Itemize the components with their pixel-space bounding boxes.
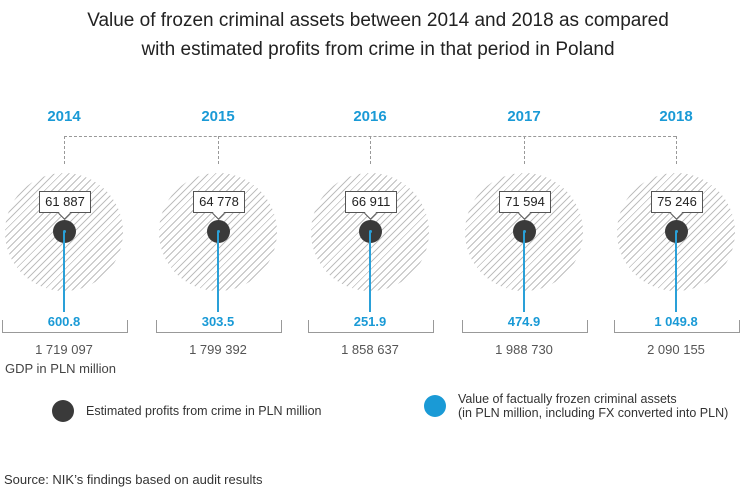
frozen-assets-dot xyxy=(522,230,526,233)
frozen-assets-line xyxy=(217,232,219,312)
year-label: 2017 xyxy=(507,108,541,125)
frozen-value: 303.5 xyxy=(201,314,235,329)
frozen-value: 1 049.8 xyxy=(654,314,698,329)
frozen-assets-dot xyxy=(674,230,678,233)
frozen-assets-dot xyxy=(216,230,220,233)
frozen-assets-line xyxy=(523,232,525,312)
timeline-tick xyxy=(524,136,525,164)
legend-profits-label: Estimated profits from crime in PLN mill… xyxy=(86,404,322,418)
frozen-assets-line xyxy=(369,232,371,312)
gdp-value: 1 858 637 xyxy=(341,342,399,357)
gdp-bracket xyxy=(156,320,282,333)
year-label: 2015 xyxy=(201,108,235,125)
profits-callout: 61 887 xyxy=(39,191,91,213)
dark-dot-icon xyxy=(52,400,74,422)
year-label: 2018 xyxy=(659,108,693,125)
gdp-bracket xyxy=(462,320,588,333)
source-note: Source: NIK’s findings based on audit re… xyxy=(4,472,263,487)
year-label: 2014 xyxy=(47,108,81,125)
profits-callout: 71 594 xyxy=(499,191,551,213)
timeline-tick xyxy=(64,136,65,164)
gdp-label: GDP in PLN million xyxy=(5,361,117,376)
frozen-assets-line xyxy=(675,232,677,312)
blue-dot-icon xyxy=(424,395,446,417)
gdp-value: 1 799 392 xyxy=(189,342,247,357)
gdp-bracket xyxy=(2,320,128,333)
legend-frozen-line-2: (in PLN million, including FX converted … xyxy=(458,406,729,420)
profits-callout: 66 911 xyxy=(345,191,397,213)
frozen-value: 474.9 xyxy=(507,314,541,329)
gdp-bracket xyxy=(308,320,434,333)
legend-frozen-line-1: Value of factually frozen criminal asset… xyxy=(458,392,677,406)
legend-profits: Estimated profits from crime in PLN mill… xyxy=(52,400,321,422)
title-line-1: Value of frozen criminal assets between … xyxy=(87,10,669,31)
gdp-value: 1 719 097 xyxy=(35,342,93,357)
frozen-value: 600.8 xyxy=(47,314,81,329)
frozen-assets-dot xyxy=(62,230,66,233)
gdp-bracket xyxy=(614,320,740,333)
frozen-assets-line xyxy=(63,232,65,312)
timeline-tick xyxy=(218,136,219,164)
gdp-value: 1 988 730 xyxy=(495,342,553,357)
chart-title: Value of frozen criminal assets between … xyxy=(0,6,756,64)
frozen-value: 251.9 xyxy=(353,314,387,329)
timeline-tick xyxy=(370,136,371,164)
gdp-value: 2 090 155 xyxy=(647,342,705,357)
frozen-assets-dot xyxy=(368,230,372,233)
year-label: 2016 xyxy=(353,108,387,125)
timeline-tick xyxy=(676,136,677,164)
legend-frozen: Value of factually frozen criminal asset… xyxy=(424,392,728,420)
title-line-2: with estimated profits from crime in tha… xyxy=(141,39,615,60)
profits-callout: 75 246 xyxy=(651,191,703,213)
profits-callout: 64 778 xyxy=(193,191,245,213)
